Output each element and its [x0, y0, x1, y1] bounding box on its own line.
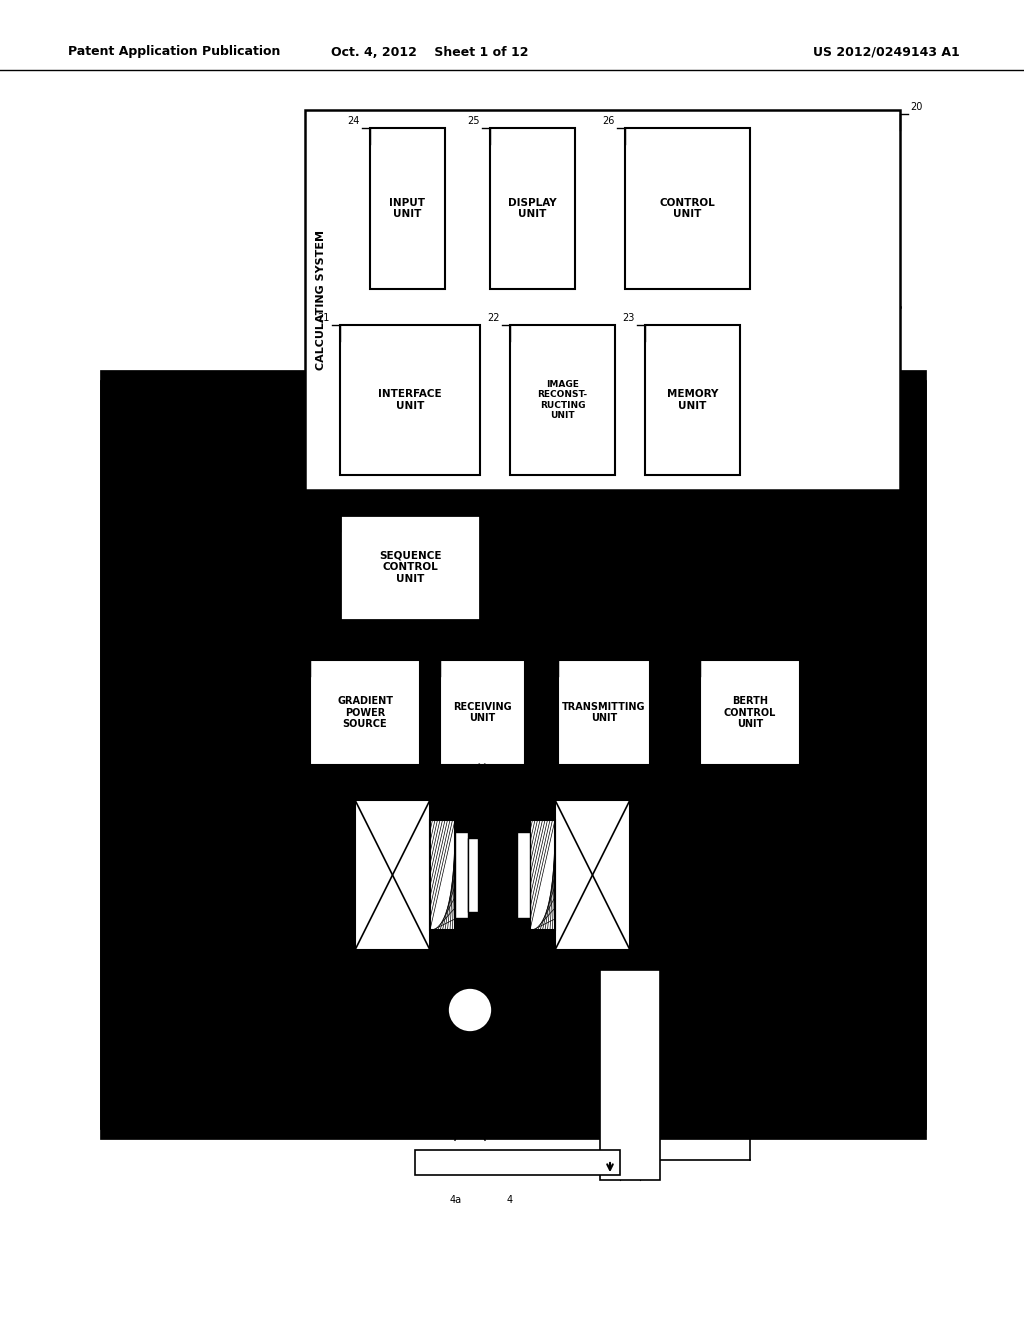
Text: 21: 21: [317, 313, 330, 323]
Text: 6: 6: [516, 927, 522, 936]
Text: 4a: 4a: [450, 1195, 462, 1205]
Text: IMAGE
RECONST-
RUCTING
UNIT: IMAGE RECONST- RUCTING UNIT: [538, 380, 588, 420]
Text: 1: 1: [625, 958, 631, 968]
Bar: [645, 325, 740, 475]
Text: RECEIVING
UNIT: RECEIVING UNIT: [454, 702, 512, 723]
Text: 3: 3: [294, 648, 300, 657]
Bar: [415, 1150, 620, 1175]
Bar: [517, 832, 530, 917]
Text: GRADIENT
POWER
SOURCE: GRADIENT POWER SOURCE: [337, 696, 393, 729]
Bar: [355, 800, 430, 950]
Bar: [490, 128, 575, 289]
Text: 26: 26: [603, 116, 615, 125]
Bar: [700, 660, 800, 766]
Text: TRANSMITTING
UNIT: TRANSMITTING UNIT: [562, 702, 646, 723]
Bar: [455, 832, 468, 917]
Text: SEQUENCE
CONTROL
UNIT: SEQUENCE CONTROL UNIT: [379, 550, 441, 583]
Bar: [340, 325, 480, 475]
Bar: [310, 660, 420, 766]
Bar: [305, 110, 900, 490]
Bar: [555, 800, 630, 950]
Text: 24: 24: [347, 116, 360, 125]
Bar: [440, 660, 525, 766]
Text: 5: 5: [684, 648, 690, 657]
Text: Patent Application Publication: Patent Application Publication: [68, 45, 281, 58]
Text: 9: 9: [424, 648, 430, 657]
Text: 2: 2: [554, 958, 560, 968]
Text: DISPLAY
UNIT: DISPLAY UNIT: [508, 198, 557, 219]
Text: 22: 22: [487, 313, 500, 323]
Text: 8: 8: [458, 927, 464, 936]
Text: 23: 23: [623, 313, 635, 323]
Text: 7: 7: [542, 648, 548, 657]
Text: 4: 4: [507, 1195, 513, 1205]
Text: BERTH
CONTROL
UNIT: BERTH CONTROL UNIT: [724, 696, 776, 729]
Bar: [510, 325, 615, 475]
Bar: [625, 128, 750, 289]
Text: 25: 25: [468, 116, 480, 125]
Bar: [468, 838, 478, 912]
Bar: [600, 970, 660, 1180]
Bar: [558, 660, 650, 766]
Text: US 2012/0249143 A1: US 2012/0249143 A1: [813, 45, 961, 58]
Text: Oct. 4, 2012    Sheet 1 of 12: Oct. 4, 2012 Sheet 1 of 12: [331, 45, 528, 58]
Text: 2: 2: [370, 958, 376, 968]
Text: INTERFACE
UNIT: INTERFACE UNIT: [378, 389, 441, 411]
Text: CALCULATING SYSTEM: CALCULATING SYSTEM: [316, 230, 326, 370]
Text: P: P: [429, 1030, 435, 1040]
Text: MEMORY
UNIT: MEMORY UNIT: [667, 389, 718, 411]
Bar: [430, 820, 455, 931]
Text: 100: 100: [165, 965, 188, 978]
Bar: [340, 515, 480, 620]
Text: 6: 6: [429, 939, 435, 948]
Text: FIG.1: FIG.1: [103, 668, 177, 692]
Bar: [370, 128, 445, 289]
Text: 20: 20: [910, 102, 923, 112]
Text: CONTROL
UNIT: CONTROL UNIT: [659, 198, 716, 219]
Circle shape: [449, 987, 492, 1032]
Bar: [530, 820, 555, 931]
Text: 1: 1: [354, 958, 360, 968]
Text: 10: 10: [317, 503, 330, 513]
Text: INPUT
UNIT: INPUT UNIT: [389, 198, 426, 219]
